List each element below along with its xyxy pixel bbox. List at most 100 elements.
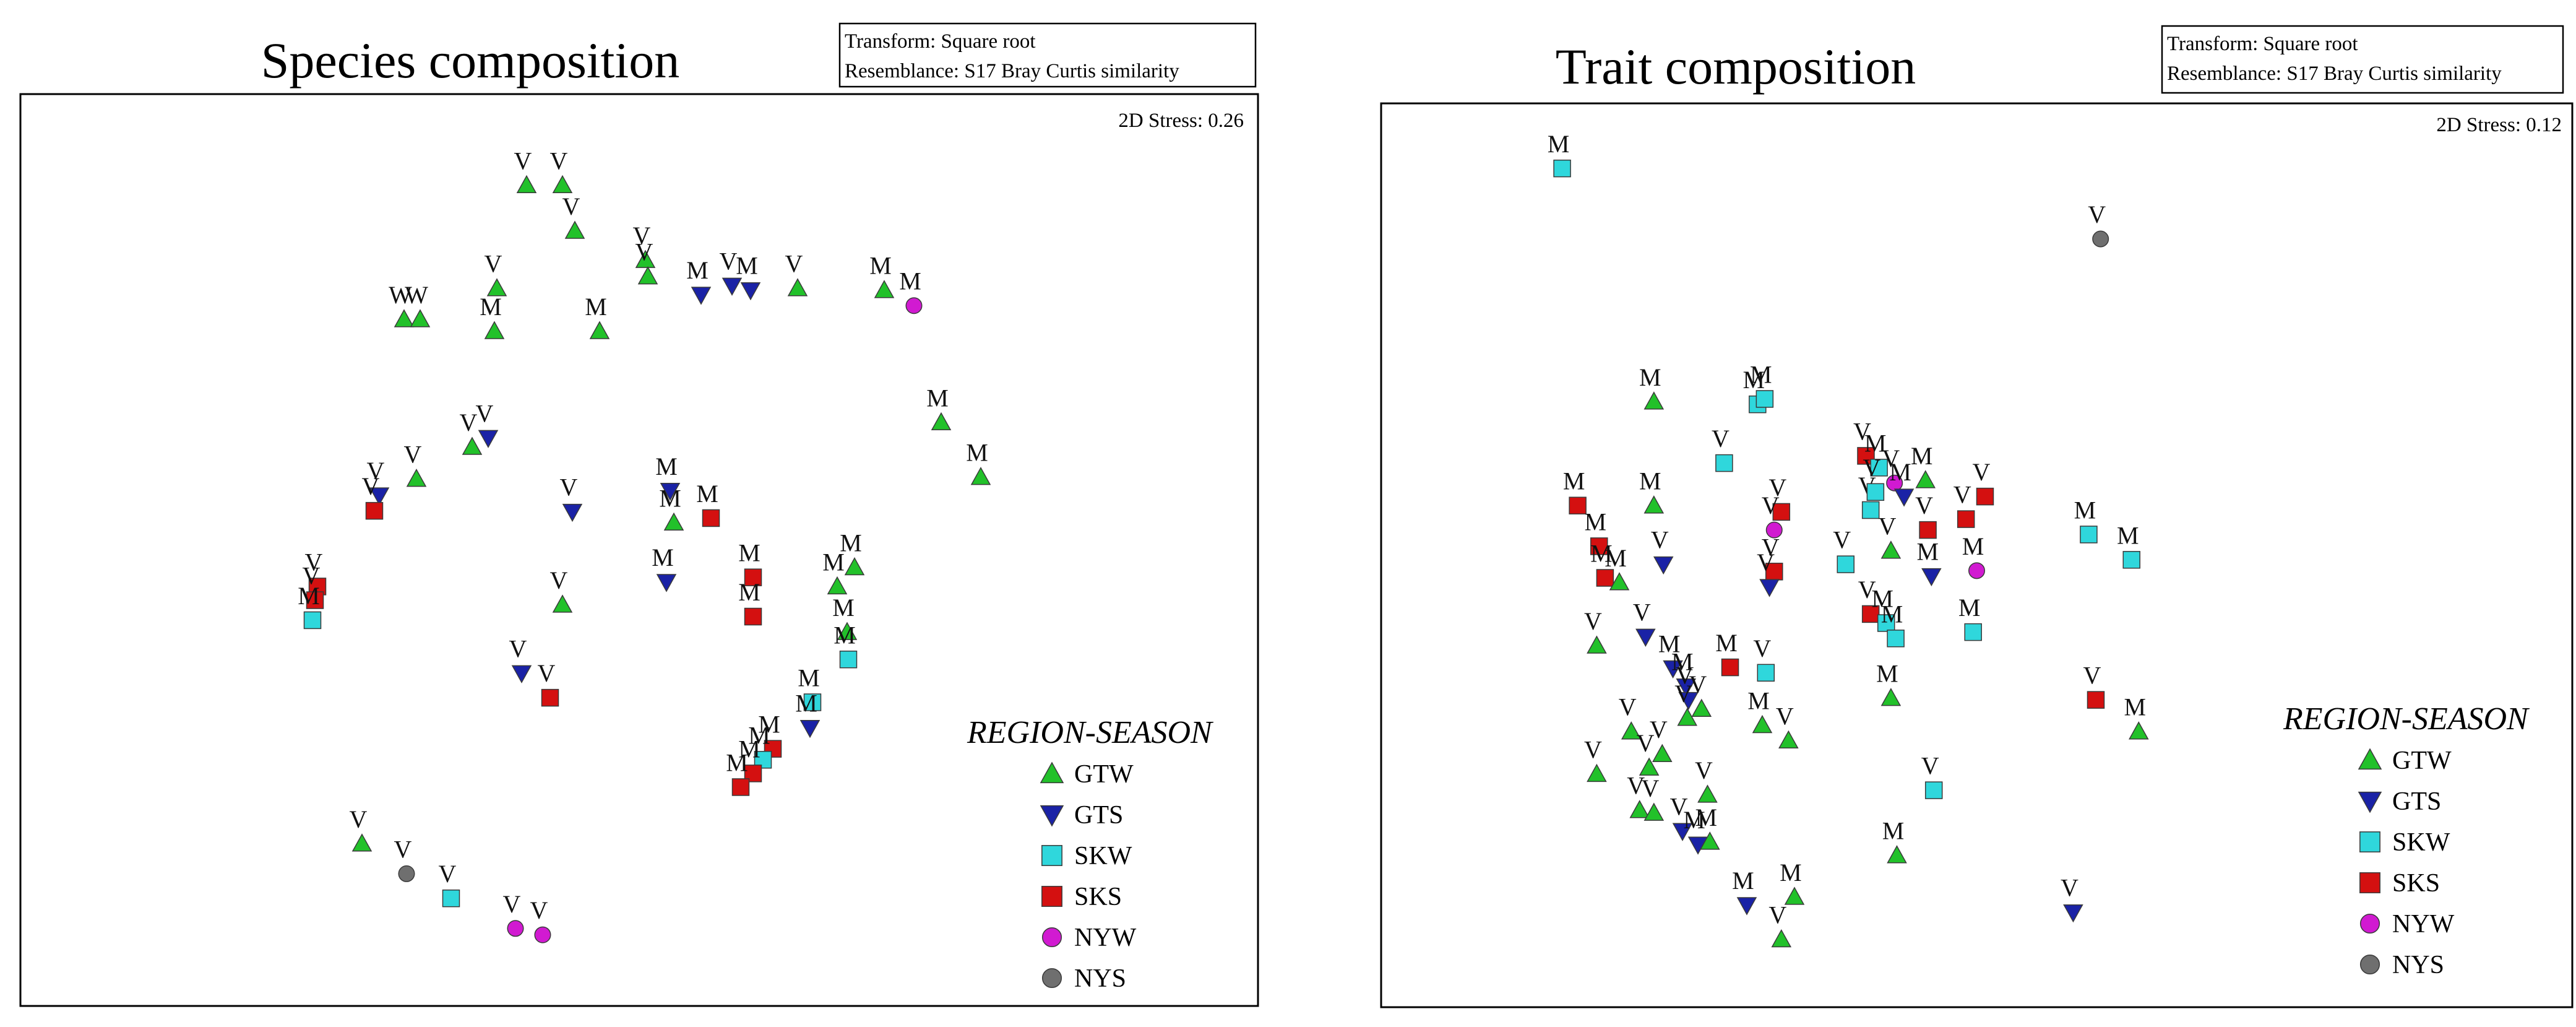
data-point-gtw: [1609, 572, 1630, 591]
point-label: M: [726, 748, 748, 776]
data-point-gtw: [1639, 757, 1660, 776]
data-point-skw: [1715, 454, 1733, 472]
data-point-sks: [365, 501, 384, 520]
data-point-skw: [1837, 555, 1854, 573]
data-point-gts: [1653, 556, 1674, 575]
data-point-sks: [1569, 496, 1587, 514]
point-label: V: [476, 399, 494, 427]
point-label: V: [550, 566, 568, 594]
data-point-skw: [1877, 614, 1895, 632]
legend-label-sks: SKS: [1074, 883, 1122, 911]
data-point-sks: [1957, 510, 1975, 528]
point-label: M: [1732, 867, 1754, 895]
data-point-gtw: [589, 321, 610, 339]
data-point-gts: [562, 503, 583, 522]
legend-marker-skw: [2359, 831, 2380, 852]
data-point-gtw: [1587, 763, 1607, 782]
point-label: V: [1650, 716, 1668, 743]
point-label: V: [1768, 474, 1786, 501]
point-label: M: [1962, 532, 1984, 560]
point-label: M: [2117, 521, 2139, 549]
point-label: M: [1882, 817, 1905, 845]
point-label: V: [303, 562, 321, 590]
data-point-skw: [839, 651, 858, 669]
data-point-gts: [1678, 691, 1699, 711]
point-label: M: [840, 529, 862, 557]
data-point-gtw: [1652, 743, 1673, 762]
point-label: V: [635, 238, 653, 266]
point-label: V: [1853, 417, 1871, 445]
point-label: M: [1548, 130, 1570, 158]
point-label: M: [1958, 594, 1981, 622]
data-point-gtw: [552, 594, 573, 613]
point-label: M: [1639, 363, 1661, 391]
point-label: V: [367, 457, 385, 485]
point-label: M: [748, 721, 770, 749]
point-label: V: [1921, 752, 1939, 780]
species-panel: Species composition Transform: Square ro…: [19, 22, 1259, 1007]
data-point-gts: [1893, 488, 1915, 507]
data-point-gtw: [351, 833, 373, 852]
data-point-skw: [2080, 526, 2098, 544]
trait-info-line-2: Resemblance: S17 Bray Curtis similarity: [2167, 63, 2502, 85]
data-point-gtw: [1691, 698, 1712, 717]
data-point-gtw: [970, 467, 991, 485]
data-point-nyw: [1765, 521, 1783, 539]
point-label: V: [1712, 425, 1730, 453]
data-point-gtw: [1915, 470, 1936, 488]
data-point-gtw: [837, 622, 858, 640]
point-label: M: [1695, 804, 1718, 831]
point-label: M: [832, 594, 855, 622]
point-label: V: [1776, 702, 1794, 730]
point-label: V: [1858, 576, 1876, 604]
point-label: M: [298, 582, 320, 610]
data-point-gtw: [1771, 929, 1792, 948]
data-point-gts: [1635, 628, 1656, 647]
legend-marker-gts: [1040, 805, 1064, 827]
legend-label-gtw: GTW: [2392, 747, 2452, 775]
point-label: M: [655, 453, 678, 480]
point-label: M: [1864, 429, 1887, 457]
point-label: M: [1743, 366, 1765, 394]
data-point-gts: [511, 665, 532, 683]
legend-marker-nyw: [1041, 927, 1062, 948]
data-point-skw: [1861, 501, 1880, 519]
data-point-sks: [1976, 487, 1994, 506]
data-point-gtw: [516, 175, 537, 194]
data-point-gts: [1663, 660, 1683, 679]
trait-title: Trait composition: [1556, 38, 1916, 95]
data-point-gtw: [2129, 721, 2149, 740]
trait-panel: Trait composition Transform: Square root…: [1380, 25, 2574, 1008]
point-label: M: [795, 690, 817, 717]
point-label: M: [2074, 496, 2096, 524]
data-point-nys: [2092, 230, 2109, 248]
data-point-skw: [442, 889, 460, 908]
point-label: V: [550, 147, 568, 175]
data-point-skw: [1553, 159, 1571, 178]
data-point-sks: [1919, 521, 1937, 539]
trait-stress-label: 2D Stress: 0.12: [2436, 114, 2562, 136]
data-point-gtw: [844, 557, 865, 576]
legend-marker-gtw: [1040, 761, 1064, 784]
data-point-gtw: [484, 321, 505, 339]
data-point-gtw: [1643, 802, 1665, 821]
data-point-gtw: [874, 280, 895, 298]
data-point-nyw: [1886, 474, 1903, 492]
point-label: V: [785, 250, 803, 278]
point-label: V: [514, 147, 532, 175]
species-info-line-1: Transform: Square root: [845, 30, 1036, 53]
data-point-gts: [2063, 904, 2083, 923]
data-point-gtw: [1677, 708, 1697, 726]
point-label: V: [1676, 662, 1694, 690]
data-point-gtw: [827, 576, 848, 595]
point-label: M: [738, 578, 760, 606]
point-label: M: [1750, 360, 1772, 388]
point-label: V: [1637, 729, 1655, 757]
data-point-gts: [369, 487, 390, 506]
point-label: M: [869, 252, 892, 280]
point-label: V: [1753, 635, 1771, 662]
point-label: V: [530, 896, 548, 924]
data-point-gtw: [486, 278, 507, 297]
data-point-gtw: [1587, 635, 1607, 654]
